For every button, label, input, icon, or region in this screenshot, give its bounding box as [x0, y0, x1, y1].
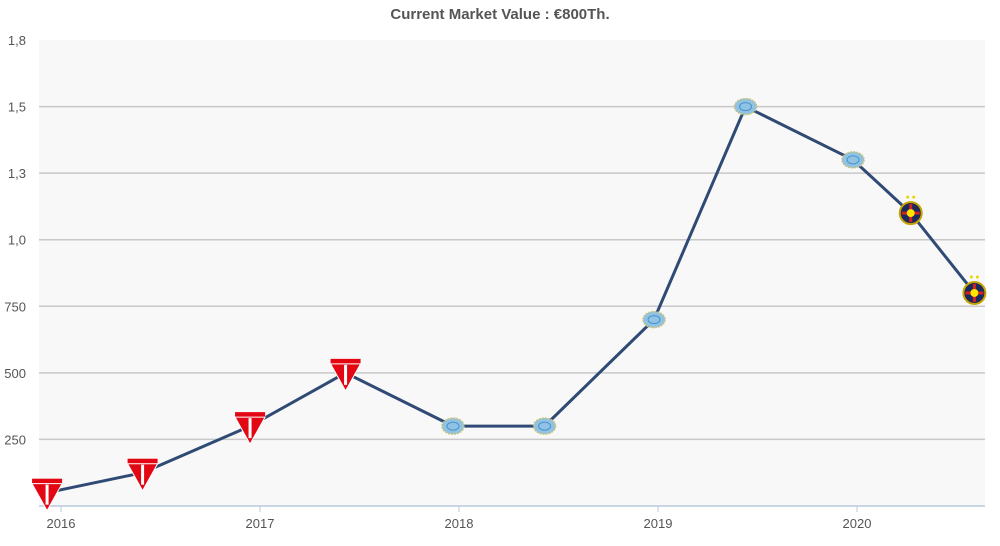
y-tick-label: 1,8	[8, 33, 26, 48]
blue-oval-crest-icon	[642, 310, 666, 329]
data-point	[841, 151, 865, 169]
data-point	[532, 417, 557, 435]
red-triangle-crest-icon	[235, 412, 266, 418]
star-circle-crest-icon	[969, 275, 973, 279]
y-tick-label: 750	[4, 299, 26, 314]
data-point	[898, 195, 923, 226]
y-tick-label: 1,3	[8, 166, 26, 181]
red-triangle-crest-icon	[32, 478, 63, 484]
red-triangle-crest-icon	[330, 358, 361, 364]
x-tick-label: 2019	[644, 516, 673, 531]
data-point	[329, 358, 362, 392]
data-point	[642, 310, 666, 329]
plot-background	[39, 40, 985, 506]
star-circle-crest-icon	[912, 195, 916, 199]
blue-oval-crest-icon	[538, 421, 552, 431]
blue-oval-crest-icon	[446, 421, 460, 431]
chart-title: Current Market Value : €800Th.	[390, 6, 610, 23]
data-point	[126, 458, 159, 492]
blue-oval-crest-icon	[532, 417, 557, 435]
blue-oval-crest-icon	[846, 155, 860, 165]
data-point	[962, 275, 987, 305]
blue-oval-crest-icon	[441, 417, 465, 435]
y-tick-label: 500	[4, 366, 26, 381]
x-tick-label: 2017	[246, 516, 275, 531]
x-tick-label: 2020	[843, 516, 872, 531]
blue-oval-crest-icon	[841, 151, 865, 169]
blue-oval-crest-icon	[733, 97, 758, 116]
data-point	[31, 478, 63, 512]
x-tick-label: 2016	[47, 516, 76, 531]
data-point	[733, 97, 758, 116]
y-tick-label: 1,5	[8, 100, 26, 115]
red-triangle-crest-icon	[127, 458, 158, 464]
data-point	[234, 412, 266, 446]
star-circle-crest-icon	[906, 195, 910, 199]
y-tick-label: 250	[4, 432, 26, 447]
star-circle-crest-icon	[906, 209, 915, 218]
blue-oval-crest-icon	[739, 102, 753, 112]
star-circle-crest-icon	[975, 275, 979, 279]
data-point	[441, 417, 465, 435]
y-tick-label: 1,0	[8, 233, 26, 248]
x-tick-label: 2018	[445, 516, 474, 531]
blue-oval-crest-icon	[647, 315, 661, 325]
star-circle-crest-icon	[970, 288, 979, 297]
